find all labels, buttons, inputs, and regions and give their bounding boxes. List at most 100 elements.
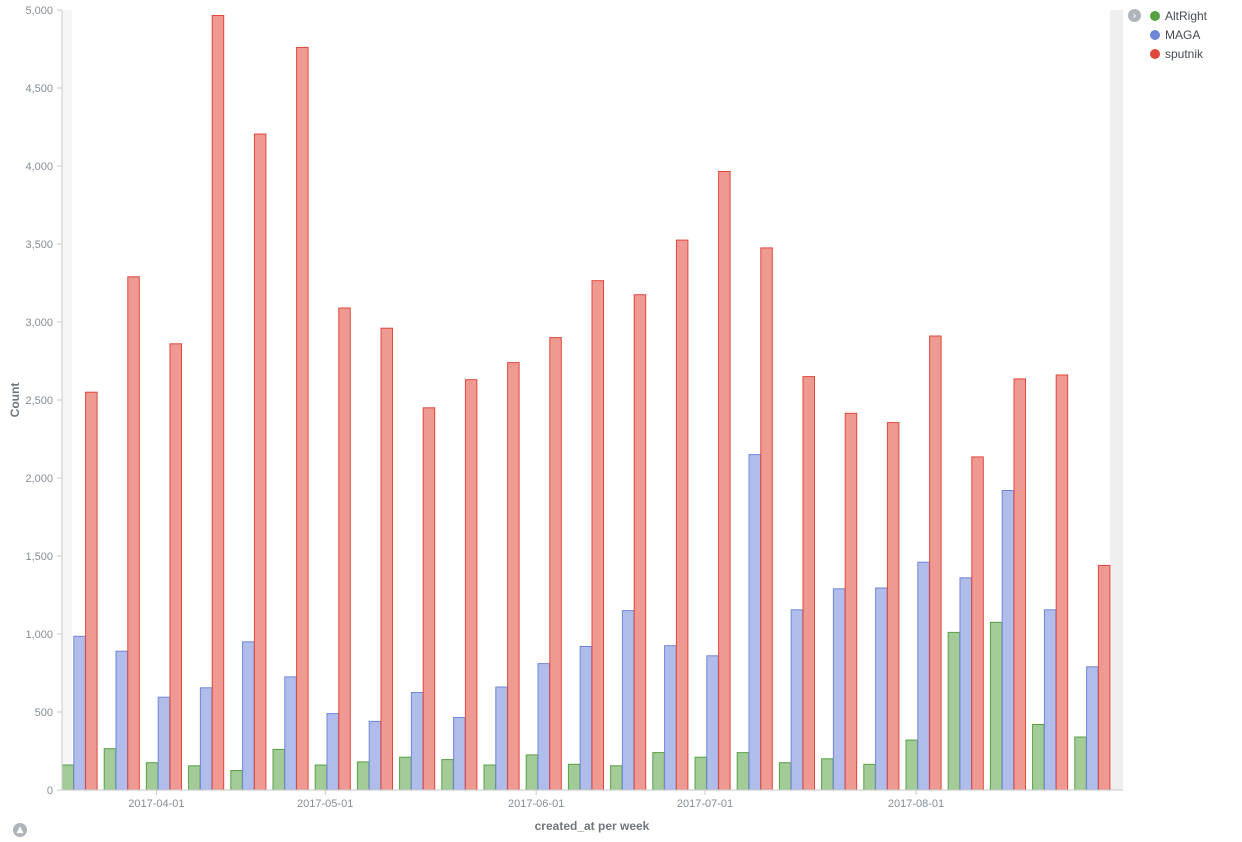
legend-dot-maga	[1150, 29, 1160, 40]
y-tick-label: 1,000	[25, 629, 53, 641]
y-tick-label: 4,000	[25, 161, 53, 173]
bar-altright-5	[272, 748, 285, 791]
bar-maga-22	[1001, 490, 1015, 791]
bar-maga-2	[157, 696, 171, 791]
bar-altright-0	[61, 764, 74, 791]
y-tick-label: 3,500	[25, 239, 53, 251]
bar-maga-24	[1086, 666, 1099, 791]
bar-maga-19	[875, 587, 888, 791]
bar-altright-13	[610, 765, 623, 791]
y-tick-label: 0	[47, 785, 53, 797]
bar-maga-7	[368, 720, 382, 791]
bar-altright-8	[399, 756, 412, 791]
bar-sputnik-11	[549, 337, 562, 791]
legend-dot-altright	[1150, 10, 1160, 21]
bar-sputnik-16	[760, 247, 773, 791]
bar-maga-20	[917, 561, 930, 791]
bar-sputnik-0	[85, 391, 98, 791]
bar-maga-0	[73, 635, 86, 791]
x-tick-label: 2017-07-01	[677, 798, 733, 810]
y-axis-title: Count	[8, 383, 22, 418]
bar-altright-7	[356, 761, 370, 791]
bar-maga-23	[1043, 609, 1057, 791]
bar-altright-20	[905, 739, 918, 791]
chevron-right-icon[interactable]: ›	[1128, 9, 1141, 22]
bar-sputnik-3	[211, 15, 225, 791]
bar-altright-17	[778, 762, 792, 791]
y-tick-label: 4,500	[25, 83, 53, 95]
bar-altright-12	[567, 763, 581, 791]
chart-left-band	[62, 10, 72, 790]
legend-item-altright[interactable]: › AltRight	[1128, 6, 1207, 25]
bar-maga-4	[242, 641, 255, 791]
bar-maga-6	[326, 713, 339, 791]
legend-dot-sputnik	[1150, 48, 1160, 59]
legend-item-maga[interactable]: MAGA	[1128, 25, 1207, 44]
legend-item-sputnik[interactable]: sputnik	[1128, 44, 1207, 63]
bar-altright-2	[145, 762, 159, 791]
bar-sputnik-14	[675, 239, 689, 791]
bar-sputnik-6	[338, 307, 351, 791]
bar-altright-4	[230, 770, 243, 791]
bar-maga-9	[453, 717, 466, 791]
bar-altright-19	[863, 763, 876, 791]
bar-sputnik-21	[971, 456, 984, 791]
bar-maga-14	[664, 645, 677, 791]
y-tick-label: 1,500	[25, 551, 53, 563]
y-axis: 0 500 1,000 1,500 2,000 2,500 3,000 3,500 4,000 4…	[25, 5, 63, 797]
chevron-up-icon[interactable]: ▲	[13, 823, 27, 837]
x-tick-label: 2017-06-01	[508, 798, 564, 810]
x-tick-label: 2017-04-01	[128, 798, 184, 810]
bar-altright-15	[694, 756, 707, 791]
bar-maga-10	[495, 686, 508, 791]
bar-altright-16	[736, 752, 750, 791]
bar-maga-15	[706, 655, 719, 791]
bar-altright-11	[525, 754, 539, 791]
x-axis-title: created_at per week	[535, 819, 650, 833]
legend: › AltRight MAGA sputnik	[1128, 6, 1207, 63]
y-tick-label: 3,000	[25, 317, 53, 329]
bar-sputnik-1	[127, 276, 140, 791]
bar-sputnik-20	[929, 335, 942, 791]
bar-sputnik-12	[591, 280, 604, 791]
bar-altright-3	[188, 765, 201, 791]
bar-maga-18	[832, 588, 846, 791]
bar-sputnik-4	[253, 133, 267, 791]
x-tick-label: 2017-08-01	[888, 798, 944, 810]
bar-altright-6	[314, 764, 328, 791]
legend-label-sputnik: sputnik	[1165, 46, 1204, 61]
bar-altright-18	[821, 758, 834, 791]
bar-maga-21	[959, 577, 972, 791]
bar-maga-5	[284, 676, 297, 791]
bar-maga-8	[410, 692, 424, 791]
bar-sputnik-7	[380, 327, 393, 791]
bar-sputnik-17	[802, 376, 815, 791]
bar-maga-11	[537, 663, 550, 791]
bar-sputnik-13	[633, 294, 647, 791]
bar-altright-24	[1074, 736, 1087, 791]
bar-sputnik-22	[1013, 378, 1026, 791]
bars-group	[61, 15, 1111, 791]
bar-sputnik-10	[507, 362, 520, 791]
bar-maga-3	[199, 687, 213, 791]
bar-sputnik-19	[886, 422, 900, 791]
bar-sputnik-18	[844, 412, 858, 791]
bar-altright-10	[483, 764, 496, 791]
y-tick-label: 500	[35, 707, 53, 719]
bar-altright-23	[1032, 724, 1045, 791]
bar-maga-16	[748, 454, 761, 791]
chart-right-band	[1110, 10, 1123, 790]
bar-maga-12	[579, 646, 593, 791]
x-axis: 2017-04-01 2017-05-01 2017-06-01 2017-07-01…	[62, 789, 1123, 810]
legend-label-maga: MAGA	[1165, 27, 1201, 42]
bar-altright-14	[652, 752, 665, 791]
bar-maga-1	[115, 650, 128, 791]
legend-label-altright: AltRight	[1165, 8, 1208, 23]
bar-sputnik-24	[1097, 564, 1111, 791]
bar-maga-17	[790, 609, 804, 791]
bar-altright-21	[947, 631, 961, 791]
bar-altright-9	[441, 759, 454, 791]
y-tick-label: 5,000	[25, 5, 53, 17]
bar-maga-13	[621, 610, 635, 791]
